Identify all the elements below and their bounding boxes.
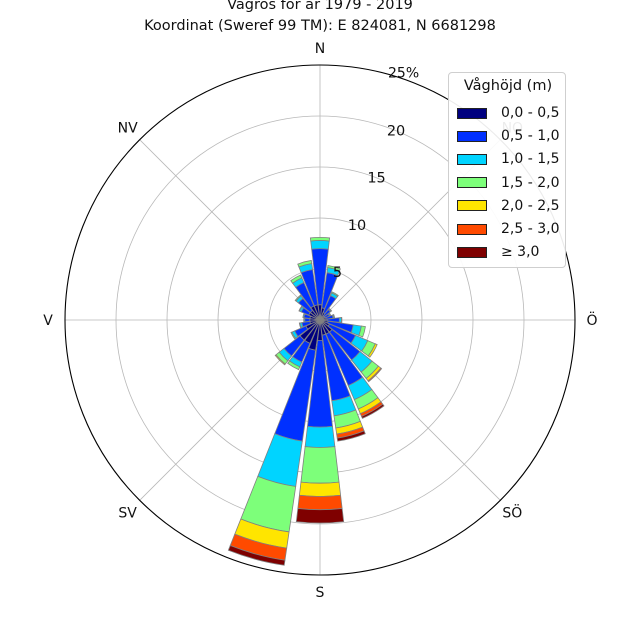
rose-bar-segment [361, 403, 385, 419]
chart-title: Vågros för år 1979 - 2019 [227, 0, 413, 13]
radial-tick-label: 15 [367, 171, 385, 187]
rose-bar-segment [294, 294, 302, 302]
rose-bar-segment [331, 291, 339, 297]
rose-bar-segment [298, 305, 303, 312]
rose-bar-segment [367, 343, 378, 358]
rose-bar-segment [304, 425, 336, 448]
legend-item: 0,5 - 1,0 [457, 128, 559, 144]
legend-label: ≥ 3,0 [501, 244, 540, 261]
rose-bar-segment [300, 446, 340, 484]
direction-label: Ö [586, 311, 597, 329]
rose-bar-segment [290, 331, 297, 340]
rose-bar-segment [295, 507, 345, 524]
legend-swatch [457, 130, 487, 142]
direction-label: N [315, 41, 325, 57]
rose-bar-segment [287, 360, 301, 371]
legend: Våghöjd (m) 0,0 - 0,5 0,5 - 1,0 1,0 - 1,5 1… [448, 72, 566, 268]
legend-label: 1,5 - 2,0 [501, 174, 560, 191]
direction-label: SÖ [502, 503, 522, 521]
rose-bar-segment [298, 481, 342, 497]
rose-bar-segment [340, 316, 343, 324]
legend-item: 1,0 - 1,5 [457, 151, 559, 167]
outer-circle [64, 64, 576, 576]
legend-swatch [457, 246, 487, 258]
direction-label: NV [118, 121, 138, 137]
rose-bar-segment [332, 314, 336, 319]
rose-bar-segment [336, 430, 366, 442]
legend-swatch [457, 200, 487, 212]
rose-bar-segment [297, 259, 313, 268]
chart-subtitle: Koordinat (Sweref 99 TM): E 824081, N 66… [144, 18, 496, 34]
legend-swatch [457, 223, 487, 235]
legend-label: 2,5 - 3,0 [501, 221, 560, 237]
radial-tick-label: 20 [387, 124, 405, 140]
legend-label: 1,0 - 1,5 [501, 151, 560, 168]
legend-swatch [457, 107, 487, 119]
radial-max-label: 25% [388, 65, 419, 81]
rose-bar-segment [298, 322, 302, 329]
direction-label: V [43, 313, 53, 329]
rose-bar-segment [290, 274, 303, 284]
legend-label: 0,5 - 1,0 [501, 128, 560, 145]
legend-item: 2,5 - 3,0 [457, 221, 559, 237]
direction-label: SV [118, 505, 137, 521]
rose-bar-segment [303, 317, 306, 323]
radial-tick-label: 10 [348, 218, 366, 234]
rose-bar-segment [358, 325, 366, 338]
legend-label: 0,0 - 0,5 [501, 105, 560, 121]
rose-bar-segment [327, 265, 341, 272]
rose-bar-segment [367, 367, 383, 383]
rose-bar-segment [297, 494, 343, 511]
legend-item: 1,5 - 2,0 [457, 175, 559, 191]
legend-swatch [457, 177, 487, 189]
rose-bar-segment [328, 307, 333, 312]
legend-item: 0,0 - 0,5 [457, 105, 559, 121]
rose-bar-segment [309, 236, 331, 242]
rose-bar-segment [302, 313, 306, 319]
legend-swatch [457, 153, 487, 165]
rose-bar-segment [227, 545, 286, 566]
rose-bars [227, 236, 385, 566]
rose-bar-segment [274, 354, 286, 366]
radial-tick-label: 5 [333, 265, 342, 281]
grid-spoke [139, 139, 321, 321]
legend-item: 2,0 - 2,5 [457, 198, 559, 214]
legend-item: ≥ 3,0 [457, 244, 539, 260]
legend-label: 2,0 - 2,5 [501, 197, 560, 214]
direction-label: S [316, 585, 325, 601]
legend-title: Våghöjd (m) [463, 78, 553, 94]
rose-bar-segment [310, 240, 330, 250]
